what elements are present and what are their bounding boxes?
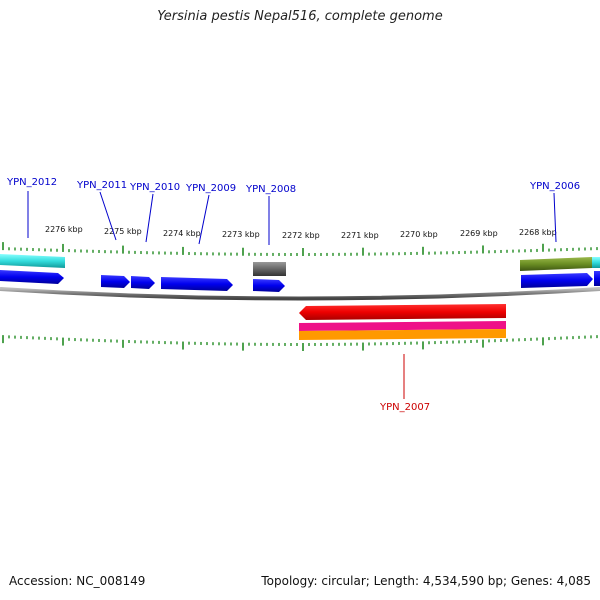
gene-arrow-ypn2009[interactable]	[161, 277, 233, 291]
gene-arrow-ypn2011[interactable]	[101, 275, 130, 288]
olive-feature-right[interactable]	[520, 257, 592, 271]
reverse-genes	[299, 304, 506, 340]
scale-label-2271: 2271 kbp	[341, 231, 379, 240]
map-title: Yersinia pestis Nepal516, complete genom…	[157, 9, 443, 24]
leader-lines	[27, 191, 557, 245]
scale-labels: 2276 kbp 2275 kbp 2274 kbp 2273 kbp 2272…	[45, 225, 557, 240]
leader-ypn2010	[145, 193, 154, 243]
gene-label-ypn2009[interactable]: YPN_2009	[185, 183, 236, 194]
orange-feature-ypn2007[interactable]	[299, 329, 506, 340]
inner-tick-ring	[2, 335, 598, 351]
topology-summary: Topology: circular; Length: 4,534,590 bp…	[261, 574, 591, 588]
gene-arrow-ypn2008[interactable]	[253, 279, 285, 292]
gene-label-ypn2006[interactable]: YPN_2006	[529, 181, 580, 192]
scale-label-2270: 2270 kbp	[400, 230, 438, 239]
gene-arrow-ypn2010[interactable]	[131, 276, 155, 289]
cyan-feature-left[interactable]	[0, 254, 65, 268]
scale-label-2273: 2273 kbp	[222, 230, 260, 239]
gene-label-ypn2011[interactable]: YPN_2011	[76, 180, 127, 191]
outer-tick-ring	[2, 242, 598, 256]
gene-label-ypn2012[interactable]: YPN_2012	[6, 177, 57, 188]
scale-label-2272: 2272 kbp	[282, 231, 320, 240]
gene-label-ypn2008[interactable]: YPN_2008	[245, 184, 296, 195]
scale-label-2269: 2269 kbp	[460, 229, 498, 238]
gene-arrow-ypn2007[interactable]	[299, 304, 506, 320]
scale-label-2275: 2275 kbp	[104, 227, 142, 236]
scale-label-2274: 2274 kbp	[163, 229, 201, 238]
scale-label-2268: 2268 kbp	[519, 228, 557, 237]
scale-label-2276: 2276 kbp	[45, 225, 83, 234]
accession-text: Accession: NC_008149	[9, 574, 146, 588]
genome-backbone	[0, 287, 600, 301]
gene-label-ypn2010[interactable]: YPN_2010	[129, 182, 180, 193]
gene-label-ypn2007[interactable]: YPN_2007	[379, 402, 430, 413]
gene-labels: YPN_2012 YPN_2011 YPN_2010 YPN_2009 YPN_…	[6, 177, 580, 413]
leader-ypn2009	[198, 194, 210, 245]
gene-arrow-ypn2012[interactable]	[0, 270, 64, 284]
gene-arrow-right-edge[interactable]	[594, 271, 600, 286]
grey-feature-ypn2008[interactable]	[253, 262, 286, 276]
forward-genes	[0, 270, 600, 292]
magenta-feature-ypn2007[interactable]	[299, 321, 506, 331]
gene-arrow-ypn2006[interactable]	[521, 273, 593, 288]
cyan-feature-right[interactable]	[592, 257, 600, 268]
leader-ypn2011	[99, 191, 117, 241]
leader-ypn2006	[553, 192, 557, 243]
